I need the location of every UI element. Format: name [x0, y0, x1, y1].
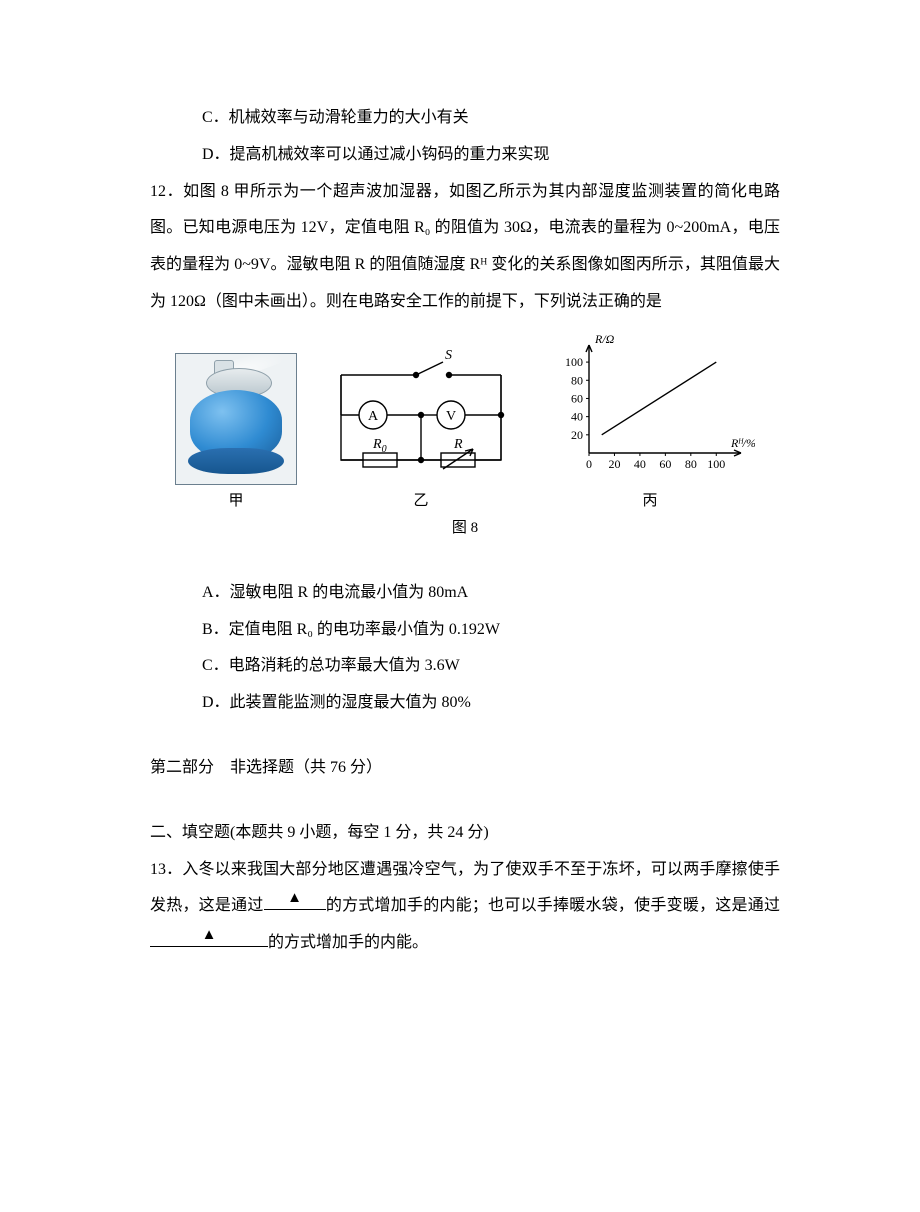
resistance-humidity-chart: 20 40 60 80 100 0 20 40 60 80 100 R/Ω Rᴴ/%: [545, 335, 755, 485]
r0-label: R: [372, 437, 382, 452]
q12-option-b: B．定值电阻 R₀ 的电功率最小值为 0.192W: [150, 612, 780, 649]
svg-text:60: 60: [659, 457, 671, 471]
part2-title: 第二部分 非选择题（共 76 分）: [150, 750, 780, 787]
figure-bing-caption: 丙: [642, 489, 657, 510]
humidifier-base: [188, 448, 284, 474]
svg-text:100: 100: [565, 355, 583, 369]
svg-text:80: 80: [685, 457, 697, 471]
svg-text:R0: R0: [372, 437, 387, 455]
svg-text:100: 100: [707, 457, 725, 471]
r-label: R: [453, 437, 463, 452]
section2-title: 二、填空题(本题共 9 小题，每空 1 分，共 24 分): [150, 815, 780, 852]
figure-8-caption: 图 8: [150, 516, 780, 537]
figure-yi-caption: 乙: [413, 489, 428, 510]
svg-text:20: 20: [608, 457, 620, 471]
q12-option-d: D．此装置能监测的湿度最大值为 80%: [150, 685, 780, 722]
figure-jia-caption: 甲: [228, 489, 243, 510]
ammeter-label: A: [368, 409, 379, 424]
q13-number: 13．: [150, 861, 182, 878]
svg-text:20: 20: [571, 428, 583, 442]
q12-number: 12．: [150, 183, 183, 200]
svg-text:40: 40: [571, 409, 583, 423]
figure-jia-block: 甲: [175, 353, 297, 510]
svg-text:40: 40: [634, 457, 646, 471]
q12-option-c: C．电路消耗的总功率最大值为 3.6W: [150, 648, 780, 685]
circuit-diagram: S A V: [321, 345, 521, 485]
q11-option-d: D．提高机械效率可以通过减小钩码的重力来实现: [150, 137, 780, 174]
blank-1-mark: ▲: [287, 881, 302, 916]
svg-text:60: 60: [571, 391, 583, 405]
blank-2: ▲: [150, 930, 268, 947]
figure-8-row: 甲 S: [150, 335, 780, 510]
switch-label: S: [445, 348, 452, 363]
svg-text:0: 0: [586, 457, 592, 471]
blank-1: ▲: [264, 893, 326, 910]
figure-yi-block: S A V: [321, 345, 521, 510]
svg-text:80: 80: [571, 373, 583, 387]
q13-text: 13．入冬以来我国大部分地区遭遇强冷空气，为了使双手不至于冻坏，可以两手摩擦使手…: [150, 852, 780, 962]
svg-text:R/Ω: R/Ω: [594, 335, 615, 346]
blank-2-mark: ▲: [202, 918, 217, 953]
humidifier-image: [175, 353, 297, 485]
q12-stem-text: 如图 8 甲所示为一个超声波加湿器，如图乙所示为其内部湿度监测装置的简化电路图。…: [150, 183, 780, 310]
q13-part2: 的方式增加手的内能；也可以手捧暖水袋，使手变暖，这是通过: [326, 897, 780, 914]
svg-text:Rᴴ/%: Rᴴ/%: [730, 436, 755, 450]
q12-stem: 12．如图 8 甲所示为一个超声波加湿器，如图乙所示为其内部湿度监测装置的简化电…: [150, 174, 780, 321]
q11-option-c: C．机械效率与动滑轮重力的大小有关: [150, 100, 780, 137]
figure-bing-block: 20 40 60 80 100 0 20 40 60 80 100 R/Ω Rᴴ/% 丙: [545, 335, 755, 510]
r0-sub: 0: [382, 444, 387, 455]
q13-part3: 的方式增加手的内能。: [268, 934, 428, 951]
voltmeter-label: V: [446, 409, 456, 424]
q12-option-a: A．湿敏电阻 R 的电流最小值为 80mA: [150, 575, 780, 612]
